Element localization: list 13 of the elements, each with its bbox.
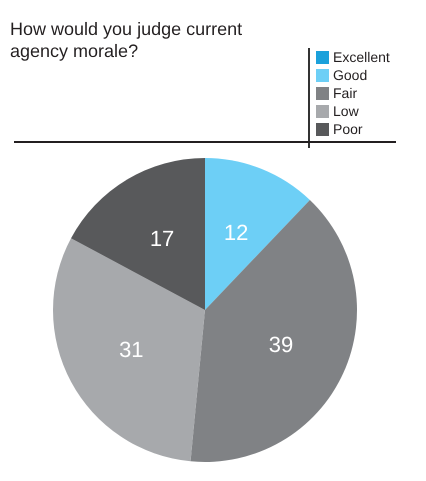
- data-label: 39: [268, 332, 294, 358]
- data-label: 17: [150, 226, 174, 251]
- legend-label: Good: [333, 67, 368, 83]
- chart-title: How would you judge current agency morale?: [10, 18, 244, 62]
- pie-slice: [71, 158, 205, 310]
- pie-slice: [190, 200, 357, 462]
- data-label: 12: [224, 220, 248, 245]
- pie-slice: [205, 158, 310, 310]
- legend-label: Poor: [333, 121, 363, 137]
- data-label: 31: [119, 336, 144, 362]
- legend-label: Excellent: [333, 49, 390, 65]
- legend-label: Low: [333, 103, 359, 119]
- legend-label: Fair: [333, 85, 358, 101]
